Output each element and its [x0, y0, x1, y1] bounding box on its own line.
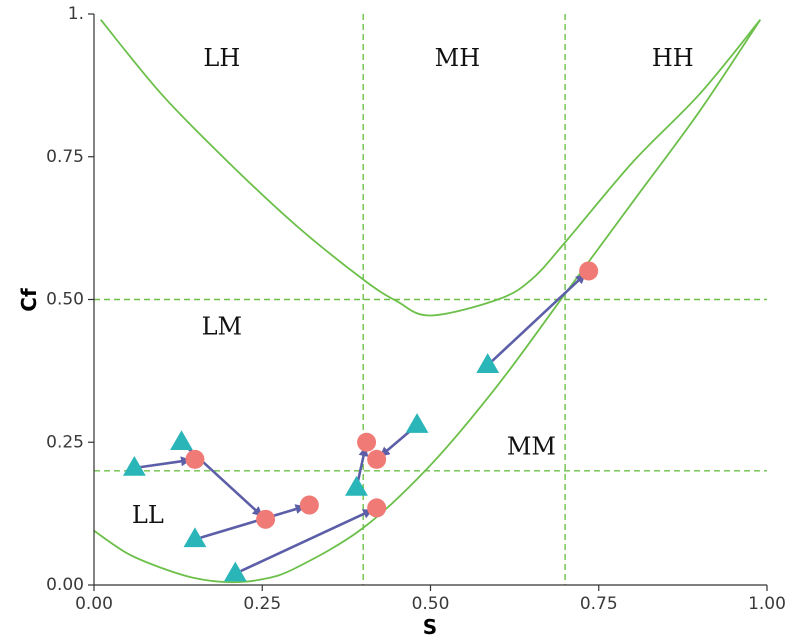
- start-point-1: [122, 455, 146, 476]
- y-axis-title: Cf: [17, 288, 41, 312]
- boundary-curve-upper: [100, 19, 761, 317]
- region-label-hh: HH: [652, 44, 694, 72]
- start-point-5: [345, 475, 368, 496]
- region-label-mm: MM: [507, 432, 556, 460]
- trajectory-arrow-3: [200, 504, 306, 539]
- region-label-lh: LH: [203, 44, 240, 72]
- start-point-3: [183, 527, 207, 548]
- end-point-3: [299, 495, 319, 515]
- plot-area: LH MH HH LM MM LL: [93, 14, 767, 585]
- ticks: 0.00 0.25 0.50 0.75 1.00 0.00 0.25 0.50 0.75 1.: [46, 4, 786, 614]
- x-tick-label: 0.50: [412, 594, 450, 614]
- start-point-4: [223, 561, 247, 582]
- region-label-mh: MH: [435, 44, 481, 72]
- trajectory-arrow-1: [140, 456, 191, 469]
- y-tick-label: 0.75: [46, 147, 84, 167]
- end-point-1: [185, 449, 205, 469]
- trajectory-arrow-7: [491, 273, 586, 363]
- trajectory-arrow-5: [356, 446, 369, 483]
- region-label-ll: LL: [132, 501, 164, 529]
- x-tick-label: 0.00: [75, 594, 113, 614]
- end-point-7: [579, 261, 599, 281]
- x-tick-label: 0.75: [580, 594, 618, 614]
- end-point-2: [256, 509, 276, 529]
- start-point-2: [170, 430, 193, 451]
- y-tick-label: 1.: [68, 4, 84, 24]
- y-tick-label: 0.50: [46, 290, 84, 310]
- end-point-6: [367, 449, 387, 469]
- end-point-4: [367, 498, 387, 518]
- start-point-7: [476, 353, 500, 373]
- x-tick-label: 0.25: [243, 594, 281, 614]
- y-tick-label: 0.00: [46, 575, 84, 595]
- y-tick-label: 0.25: [46, 432, 84, 452]
- trajectory-arrow-4: [240, 509, 374, 573]
- start-point-6: [405, 413, 429, 433]
- x-tick-label: 1.00: [748, 594, 786, 614]
- x-axis-title: S: [423, 615, 437, 637]
- region-label-lm: LM: [202, 313, 243, 341]
- trajectory-arrow-6: [379, 428, 414, 457]
- end-point-5: [357, 432, 377, 452]
